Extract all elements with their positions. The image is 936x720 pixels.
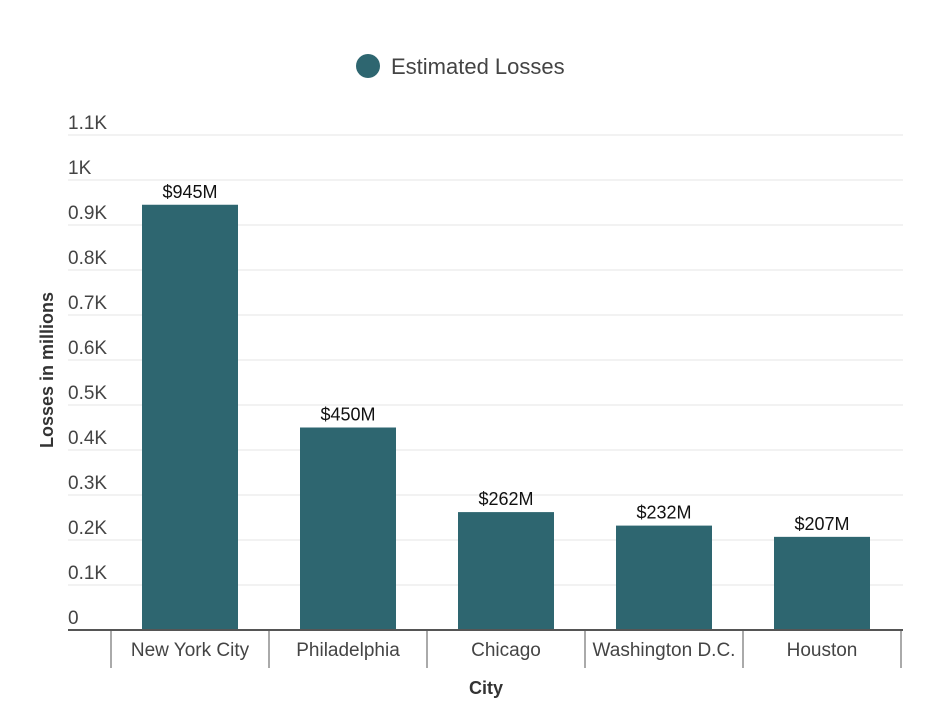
y-tick-label: 1.1K (68, 113, 107, 134)
y-tick-label: 0.9K (68, 203, 107, 224)
data-labels: $945M $450M $262M $232M $207M (162, 182, 849, 534)
x-category-label: Chicago (471, 640, 541, 661)
bar-value-label: $207M (794, 514, 849, 534)
legend: Estimated Losses (356, 54, 565, 79)
y-tick-label: 0.2K (68, 518, 107, 539)
y-axis-title: Losses in millions (37, 292, 57, 448)
bar-value-label: $232M (636, 503, 691, 523)
x-axis-title: City (469, 678, 503, 698)
bar-value-label: $262M (478, 489, 533, 509)
x-category-label: Houston (787, 640, 858, 661)
y-tick-label: 0.6K (68, 338, 107, 359)
bars (142, 204, 870, 630)
bar (616, 525, 712, 630)
bar (300, 427, 396, 630)
bar (774, 536, 870, 630)
legend-label: Estimated Losses (391, 54, 565, 79)
x-category-label: Philadelphia (296, 640, 400, 661)
y-tick-label: 0.3K (68, 473, 107, 494)
y-tick-label: 1K (68, 158, 92, 179)
bar (458, 512, 554, 630)
y-tick-label: 0.8K (68, 248, 107, 269)
y-axis-ticks: 0 0.1K 0.2K 0.3K 0.4K 0.5K 0.6K 0.7K 0.8K 0.9K 1K 1… (68, 113, 107, 629)
y-tick-label: 0.4K (68, 428, 107, 449)
y-tick-label: 0.7K (68, 293, 107, 314)
x-axis-ticks: New York City Philadelphia Chicago Washingt… (110, 630, 902, 668)
y-tick-label: 0 (68, 608, 79, 629)
legend-marker (356, 54, 380, 78)
x-category-label: New York City (131, 640, 250, 661)
y-tick-label: 0.1K (68, 563, 107, 584)
bar-value-label: $450M (320, 405, 375, 425)
bar (142, 204, 238, 630)
bar-value-label: $945M (162, 182, 217, 202)
y-tick-label: 0.5K (68, 383, 107, 404)
x-category-label: Washington D.C. (593, 640, 736, 661)
